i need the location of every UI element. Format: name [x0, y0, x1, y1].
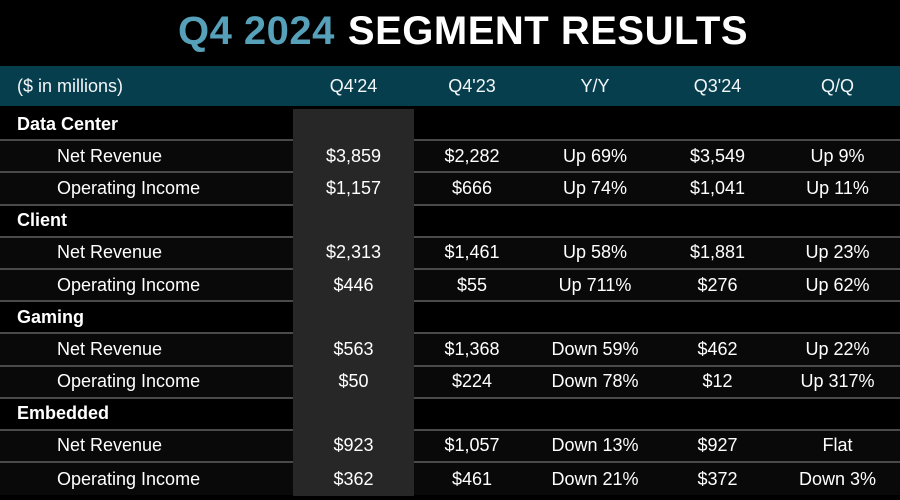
section-label: Data Center — [17, 113, 119, 134]
cell-q4-23: $55 — [456, 274, 488, 295]
row-label: Operating Income — [57, 177, 201, 198]
section-label: Gaming — [17, 306, 85, 327]
row-label: Operating Income — [57, 468, 201, 489]
table-body: Data Center Net Revenue $3,859 $2,282 Up… — [0, 109, 900, 500]
cell-q3-24: $462 — [697, 338, 738, 359]
cell-q4-24: $1,157 — [325, 177, 382, 198]
row-label: Net Revenue — [57, 338, 163, 359]
cell-q4-23: $666 — [451, 177, 493, 198]
cell-q4-24: $3,859 — [325, 145, 382, 166]
cell-q3-24: $3,549 — [689, 145, 746, 166]
row-data-center-operating-income: Operating Income $1,157 $666 Up 74% $1,0… — [0, 173, 900, 206]
cell-yoy: Up 74% — [562, 177, 628, 198]
cell-q4-24: $923 — [333, 435, 374, 456]
highlight-column-band — [293, 109, 414, 496]
row-label: Net Revenue — [57, 145, 163, 166]
row-label: Net Revenue — [57, 435, 163, 456]
cell-qoq: Flat — [822, 435, 853, 456]
cell-q4-24: $2,313 — [325, 242, 382, 263]
cell-q4-23: $461 — [451, 468, 493, 489]
column-header-yoy: Y/Y — [580, 75, 610, 96]
cell-qoq: Up 62% — [805, 274, 870, 295]
column-header-qoq: Q/Q — [820, 75, 854, 96]
cell-q3-24: $1,041 — [689, 177, 746, 198]
title-quarter: Q4 2024 — [177, 8, 335, 53]
cell-qoq: Up 317% — [800, 371, 875, 392]
cell-q4-24: $362 — [333, 468, 374, 489]
cell-q3-24: $927 — [697, 435, 738, 456]
cell-q4-23: $1,461 — [444, 242, 500, 263]
cell-q3-24: $12 — [702, 371, 733, 392]
cell-qoq: Up 23% — [805, 242, 870, 263]
cell-q4-23: $1,057 — [444, 435, 500, 456]
row-gaming-operating-income: Operating Income $50 $224 Down 78% $12 U… — [0, 367, 900, 399]
section-label: Embedded — [17, 403, 110, 424]
column-header-q3-24: Q3'24 — [693, 75, 742, 96]
table-header-row: ($ in millions) Q4'24 Q4'23 Y/Y Q3'24 Q/… — [0, 66, 900, 106]
section-row-data-center: Data Center — [0, 109, 900, 142]
unit-label: ($ in millions) — [17, 75, 124, 96]
cell-q4-23: $224 — [451, 371, 493, 392]
cell-yoy: Down 59% — [551, 338, 639, 359]
cell-yoy: Up 69% — [562, 145, 628, 166]
cell-q4-24: $446 — [333, 274, 374, 295]
row-embedded-net-revenue: Net Revenue $923 $1,057 Down 13% $927 Fl… — [0, 431, 900, 464]
row-client-net-revenue: Net Revenue $2,313 $1,461 Up 58% $1,881 … — [0, 238, 900, 270]
cell-q4-23: $1,368 — [444, 338, 500, 359]
cell-qoq: Up 11% — [806, 177, 869, 198]
section-label: Client — [17, 210, 68, 231]
slide-title: Q4 2024 SEGMENT RESULTS — [0, 0, 900, 62]
cell-q4-23: $2,282 — [444, 145, 500, 166]
row-data-center-net-revenue: Net Revenue $3,859 $2,282 Up 69% $3,549 … — [0, 141, 900, 174]
cell-yoy: Down 78% — [551, 371, 639, 392]
row-embedded-operating-income: Operating Income $362 $461 Down 21% $372… — [0, 463, 900, 495]
cell-q4-24: $563 — [333, 338, 374, 359]
section-row-client: Client — [0, 206, 900, 238]
column-header-q4-23: Q4'23 — [448, 75, 496, 96]
row-gaming-net-revenue: Net Revenue $563 $1,368 Down 59% $462 Up… — [0, 334, 900, 367]
cell-q3-24: $1,881 — [689, 242, 746, 263]
cell-yoy: Up 58% — [562, 242, 628, 263]
cell-qoq: Up 9% — [810, 145, 865, 166]
row-label: Operating Income — [57, 274, 201, 295]
cell-qoq: Up 22% — [805, 338, 870, 359]
cell-yoy: Down 21% — [551, 468, 639, 489]
cell-yoy: Down 13% — [551, 435, 639, 456]
row-client-operating-income: Operating Income $446 $55 Up 711% $276 U… — [0, 270, 900, 303]
title-text: SEGMENT RESULTS — [347, 8, 749, 53]
row-label: Operating Income — [57, 371, 201, 392]
section-row-gaming: Gaming — [0, 302, 900, 335]
cell-q4-24: $50 — [338, 371, 369, 392]
cell-q3-24: $372 — [697, 468, 738, 489]
cell-qoq: Down 3% — [798, 468, 877, 489]
section-row-embedded: Embedded — [0, 399, 900, 431]
cell-yoy: Up 711% — [558, 274, 632, 295]
column-header-q4-24: Q4'24 — [329, 75, 378, 96]
row-label: Net Revenue — [57, 242, 163, 263]
cell-q3-24: $276 — [697, 274, 738, 295]
